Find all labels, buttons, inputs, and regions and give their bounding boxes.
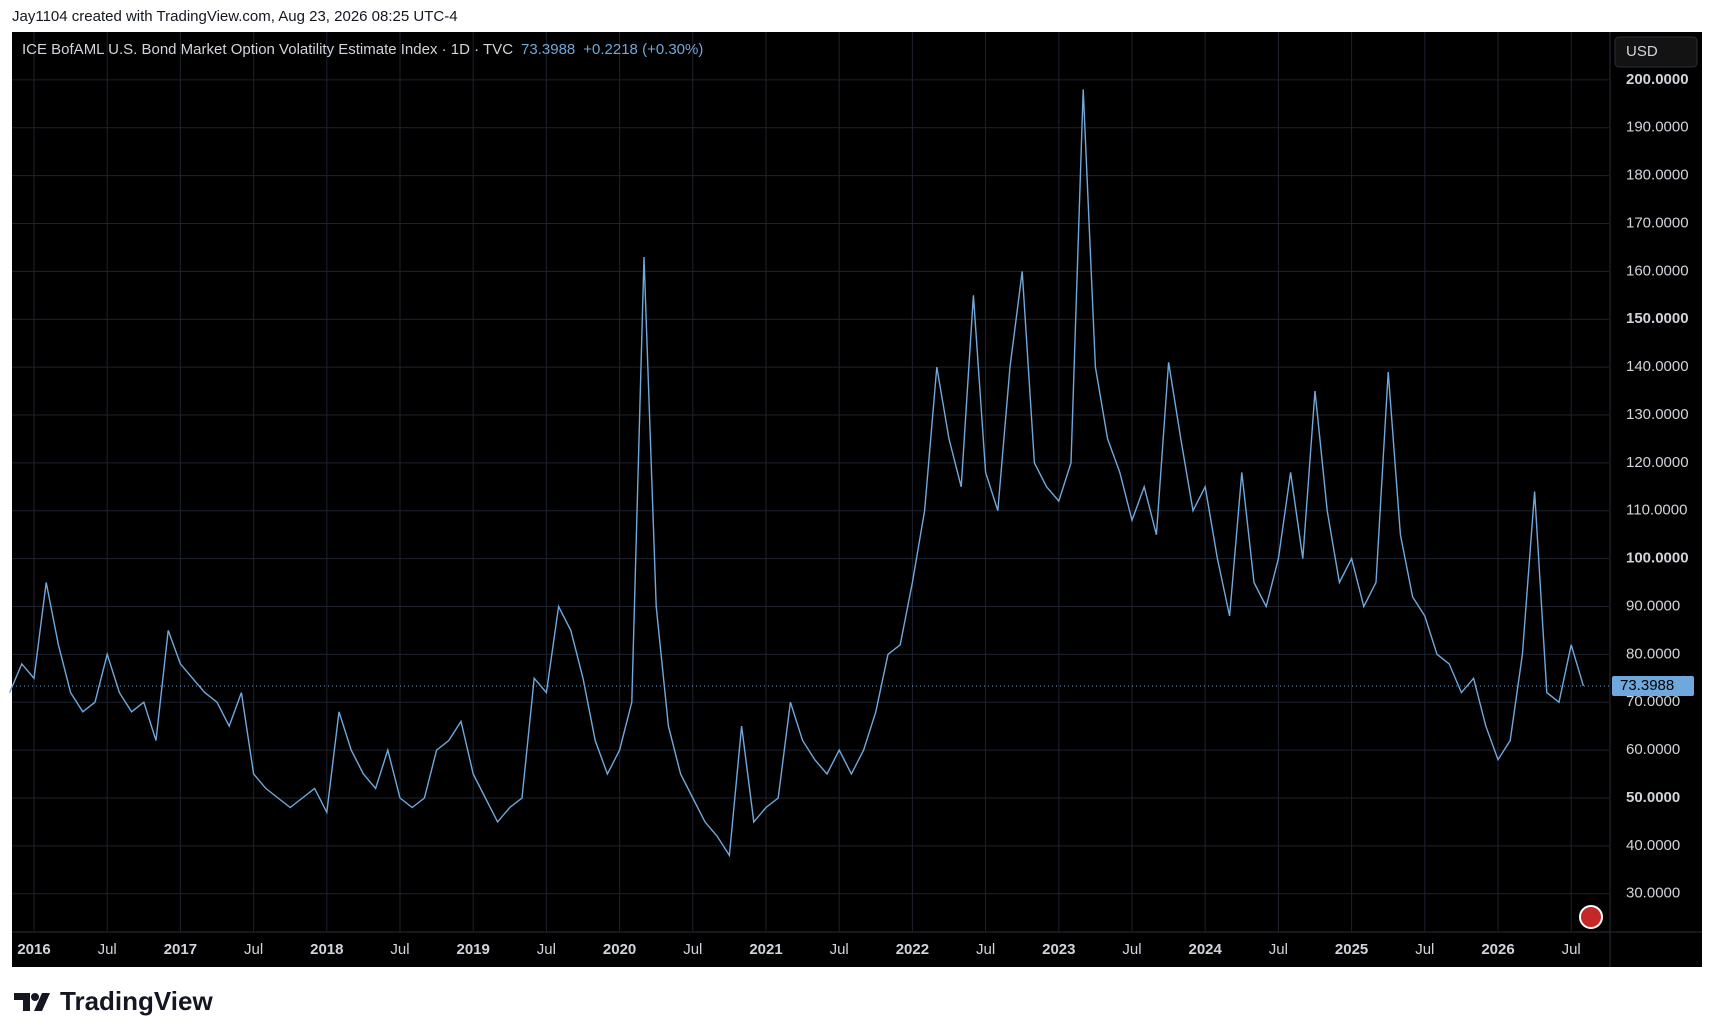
x-tick-label: 2023 — [1042, 941, 1075, 958]
y-tick-label: 170.0000 — [1626, 214, 1689, 231]
y-tick-label: 40.0000 — [1626, 837, 1680, 854]
logo-text: TradingView — [60, 986, 213, 1016]
x-tick-label: Jul — [244, 941, 263, 958]
chart-title: ICE BofAML U.S. Bond Market Option Volat… — [22, 41, 703, 58]
y-tick-label: 180.0000 — [1626, 167, 1689, 184]
y-tick-label: 160.0000 — [1626, 262, 1689, 279]
x-tick-label: 2019 — [457, 941, 490, 958]
line-series — [8, 89, 1585, 858]
flag-icon[interactable] — [1579, 905, 1603, 929]
y-tick-label: 70.0000 — [1626, 693, 1680, 710]
last-price-tag — [1612, 675, 1694, 696]
y-tick-label: 190.0000 — [1626, 119, 1689, 136]
x-tick-label: 2025 — [1335, 941, 1368, 958]
y-tick-label: 120.0000 — [1626, 454, 1689, 471]
last-price-label: 73.3988 — [1620, 677, 1674, 694]
chart-bg — [12, 32, 1702, 967]
y-tick-label: 110.0000 — [1626, 502, 1687, 519]
title: ICE BofAML U.S. Bond Market Option Volat… — [22, 41, 513, 58]
last-value: 73.3988 — [521, 41, 575, 58]
header: Jay1104 created with TradingView.com, Au… — [12, 8, 458, 25]
x-tick-label: Jul — [98, 941, 117, 958]
x-tick-label: 2016 — [17, 941, 50, 958]
x-tick-label: 2020 — [603, 941, 636, 958]
y-tick-label: 100.0000 — [1626, 550, 1689, 567]
x-tick-label: Jul — [1562, 941, 1581, 958]
currency-box[interactable] — [1614, 36, 1698, 68]
x-tick-label: 2024 — [1189, 941, 1223, 958]
x-tick-label: Jul — [1122, 941, 1141, 958]
y-tick-label: 60.0000 — [1626, 741, 1680, 758]
x-tick-label: Jul — [390, 941, 409, 958]
x-tick-label: Jul — [1269, 941, 1288, 958]
x-tick-label: Jul — [1415, 941, 1434, 958]
x-tick-label: 2017 — [164, 941, 197, 958]
y-tick-label: 80.0000 — [1626, 645, 1680, 662]
x-tick-label: Jul — [683, 941, 702, 958]
x-tick-label: Jul — [830, 941, 849, 958]
logo: TradingView — [14, 986, 213, 1017]
x-tick-label: Jul — [976, 941, 995, 958]
y-tick-label: 140.0000 — [1626, 358, 1689, 375]
x-tick-label: 2018 — [310, 941, 343, 958]
y-tick-label: 150.0000 — [1626, 310, 1689, 327]
y-tick-label: 90.0000 — [1626, 597, 1680, 614]
y-tick-label: 130.0000 — [1626, 406, 1689, 423]
x-tick-label: 2022 — [896, 941, 929, 958]
logo-icon — [14, 992, 50, 1011]
currency: USD — [1626, 43, 1658, 60]
y-tick-label: 50.0000 — [1626, 789, 1680, 806]
y-tick-label: 30.0000 — [1626, 885, 1680, 902]
change: +0.2218 (+0.30%) — [583, 41, 703, 58]
x-tick-label: 2021 — [749, 941, 782, 958]
y-tick-label: 200.0000 — [1626, 71, 1689, 88]
x-tick-label: 2026 — [1481, 941, 1514, 958]
chart: USD ICE BofAML U.S. Bond Market Option V… — [8, 32, 1702, 967]
x-tick-label: Jul — [537, 941, 556, 958]
